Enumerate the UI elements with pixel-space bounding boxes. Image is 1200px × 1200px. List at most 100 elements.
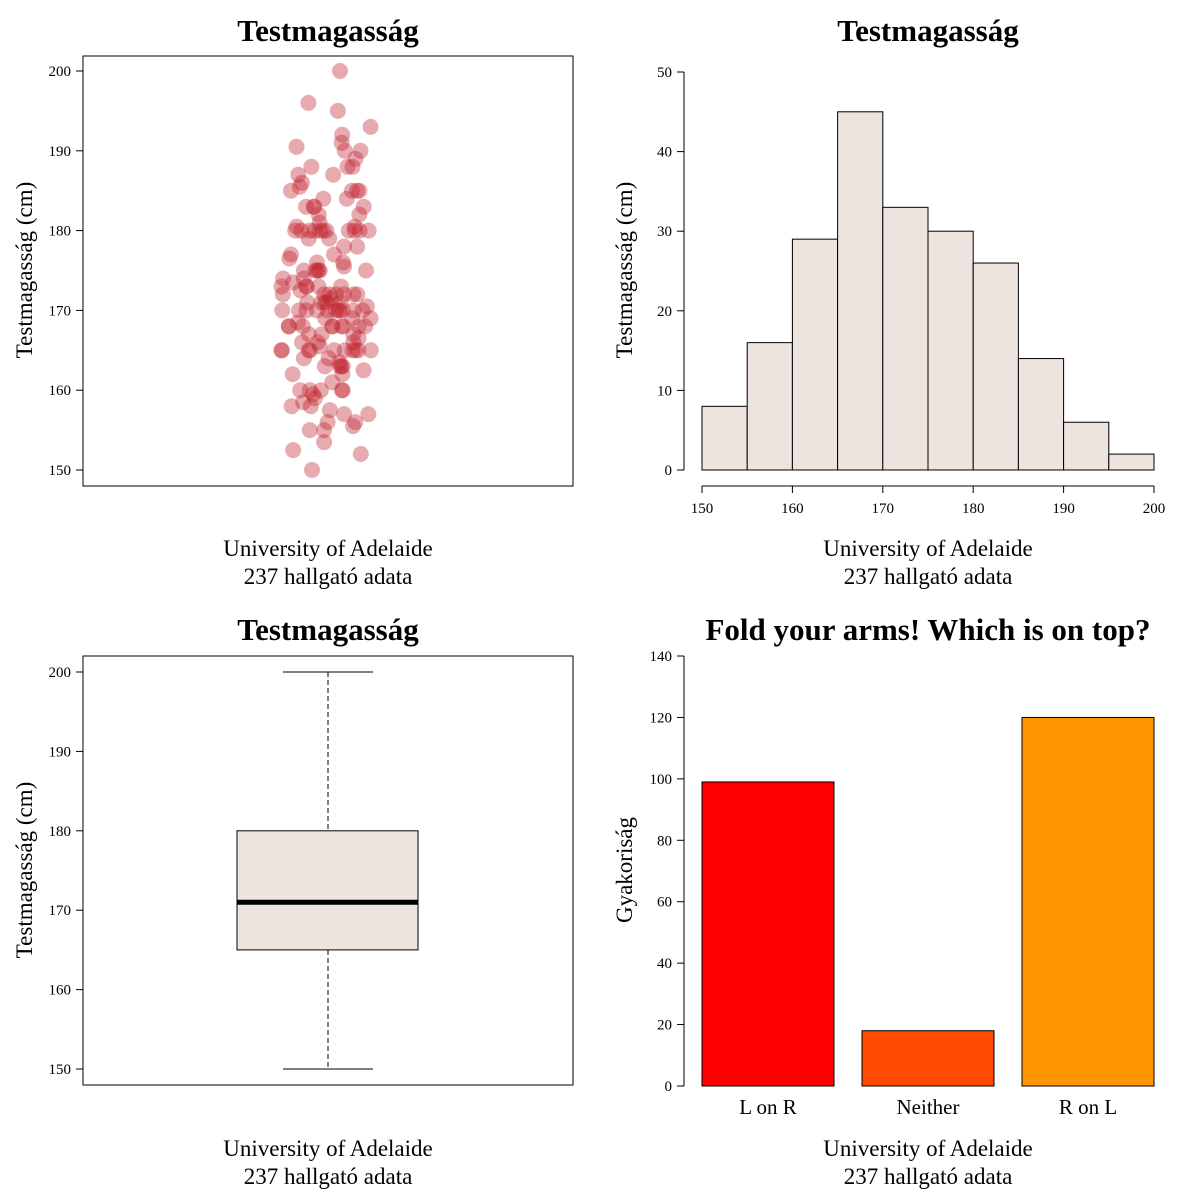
boxplot-y-tick-label: 200 — [49, 665, 72, 681]
strip-chart-point — [295, 394, 312, 411]
arms-bar-title: Fold your arms! Which is on top? — [706, 612, 1151, 647]
strip-chart-point — [335, 286, 352, 303]
strip-chart-point — [334, 358, 351, 375]
boxplot-y-axis: 150 160 170 180 190 200 — [49, 665, 84, 1078]
strip-chart-point — [349, 286, 366, 303]
strip-chart-point — [360, 406, 377, 423]
arms-bar-bar — [701, 781, 835, 1087]
strip-chart-point — [332, 63, 348, 79]
strip-chart-y-tick-label: 170 — [49, 303, 72, 319]
histogram-caption-line2: 237 hallgató adata — [844, 564, 1013, 589]
histogram-y-tick-label: 20 — [657, 304, 672, 320]
boxplot-caption-line1: University of Adelaide — [223, 1136, 433, 1161]
arms-bar-y-tick-label: 0 — [665, 1079, 673, 1095]
strip-chart-point — [300, 230, 317, 247]
strip-chart-point — [340, 222, 357, 239]
strip-chart-point — [336, 258, 352, 275]
strip-chart-point — [333, 318, 350, 335]
strip-chart-point — [347, 150, 364, 167]
strip-chart-point — [334, 366, 351, 383]
strip-chart-title: Testmagasság — [237, 13, 419, 48]
histogram-bar — [701, 405, 748, 471]
strip-chart-point — [333, 278, 349, 295]
strip-chart-point — [321, 286, 338, 303]
strip-chart-point — [313, 294, 330, 311]
strip-chart-y-tick-label: 190 — [49, 144, 72, 160]
strip-chart-point — [273, 278, 290, 295]
strip-chart-point — [350, 330, 367, 347]
strip-chart-point — [312, 222, 329, 239]
strip-chart-point — [298, 198, 315, 215]
strip-chart-point — [316, 358, 333, 375]
strip-chart-point — [274, 302, 291, 319]
boxplot-y-tick-label: 160 — [49, 983, 72, 999]
strip-chart-point — [327, 302, 344, 319]
strip-chart-point — [362, 310, 379, 327]
strip-chart-point — [334, 382, 351, 399]
arms-bar-y-tick-label: 20 — [657, 1018, 672, 1034]
strip-chart-point — [310, 278, 327, 295]
strip-chart-point — [285, 274, 301, 291]
strip-chart-point — [319, 294, 335, 311]
strip-chart-point — [273, 342, 290, 359]
strip-chart-point — [315, 190, 332, 207]
strip-chart-point — [351, 182, 368, 199]
strip-chart-point — [315, 222, 332, 239]
histogram-y-tick-label: 0 — [665, 463, 673, 479]
strip-chart-point — [343, 182, 360, 199]
strip-chart-point — [357, 318, 374, 335]
strip-chart-point — [358, 298, 375, 315]
strip-chart-point — [290, 314, 307, 331]
strip-chart-point — [298, 278, 315, 295]
strip-chart-point — [288, 138, 305, 155]
strip-chart-point — [308, 302, 325, 319]
strip-chart-point — [328, 286, 345, 303]
strip-chart-point — [317, 310, 334, 327]
arms-bar-category-label: R on L — [1059, 1095, 1117, 1119]
strip-chart-point — [334, 126, 351, 143]
arms-bar-y-axis: 0 20 40 60 80 100 120 140 — [650, 649, 685, 1095]
strip-chart-point — [310, 206, 327, 223]
strip-chart-y-tick-label: 160 — [49, 383, 72, 399]
histogram-bar — [927, 230, 974, 471]
strip-chart-point — [321, 230, 338, 247]
strip-chart-point — [350, 318, 367, 335]
strip-chart-point — [283, 398, 300, 415]
histogram-bar — [746, 342, 793, 471]
strip-chart-caption-line1: University of Adelaide — [223, 536, 433, 561]
strip-chart-point — [295, 350, 312, 367]
strip-chart-point — [354, 302, 371, 319]
boxplot-chart: Testmagasság Testmagasság (cm) 150 160 170… — [12, 612, 574, 1189]
strip-chart-point — [287, 222, 304, 239]
strip-chart-point — [300, 94, 317, 111]
strip-chart-point — [275, 270, 292, 287]
arms-bar-chart: Fold your arms! Which is on top? Gyakori… — [612, 612, 1155, 1189]
strip-chart-point — [306, 390, 323, 407]
strip-chart-y-axis: 150 160 170 180 190 200 — [49, 64, 84, 479]
strip-chart-point — [324, 318, 341, 335]
strip-chart-point — [346, 222, 363, 239]
histogram-x-tick-label: 190 — [1052, 501, 1075, 517]
strip-chart-point — [292, 382, 309, 399]
strip-chart-point — [349, 182, 365, 199]
strip-chart-point — [304, 462, 320, 478]
strip-chart-point — [335, 318, 352, 335]
histogram-y-tick-label: 30 — [657, 224, 672, 240]
strip-chart-point — [331, 302, 348, 319]
arms-bar-y-tick-label: 60 — [657, 895, 672, 911]
strip-chart-point — [298, 278, 315, 295]
strip-chart-point — [330, 302, 347, 319]
strip-chart-point — [301, 422, 318, 439]
strip-chart-point — [300, 342, 317, 359]
strip-chart-point — [309, 254, 325, 271]
strip-chart-point — [294, 318, 311, 335]
strip-chart-point — [280, 318, 297, 335]
strip-chart-point — [302, 342, 318, 359]
strip-chart-point — [319, 414, 336, 431]
arms-bar-bar — [1021, 716, 1155, 1087]
strip-chart-point — [358, 262, 374, 279]
arms-bar-category-label: L on R — [739, 1095, 797, 1119]
strip-chart-point — [285, 442, 302, 459]
strip-chart-point — [305, 386, 321, 403]
strip-chart-point — [316, 294, 333, 311]
